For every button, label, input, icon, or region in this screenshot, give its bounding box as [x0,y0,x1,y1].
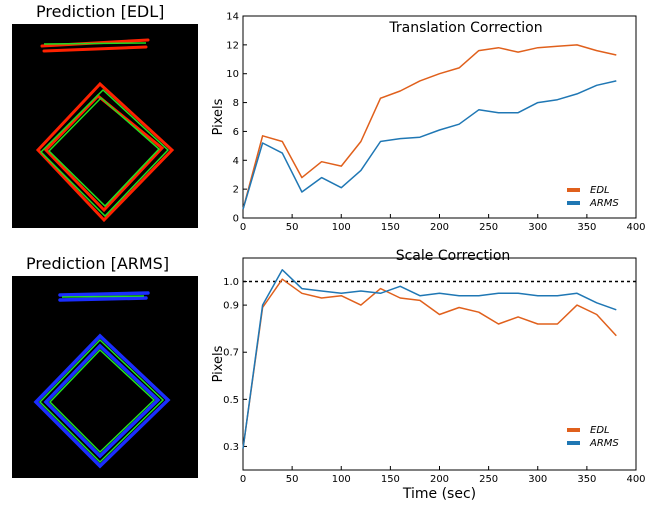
translation-y-tick-label: 12 [226,40,239,51]
scale-x-tick-label: 150 [381,474,400,485]
scale-y-tick-label: 0.5 [223,395,239,406]
arms-prediction-drawing [33,291,171,469]
translation-y-tick-label: 8 [233,98,239,109]
translation-legend-swatch-arms [567,201,580,205]
translation-series-arms-line [242,80,617,210]
edl-prediction-title: Prediction [EDL] [36,2,165,21]
translation-y-tick-label: 6 [233,127,239,138]
translation-x-tick-label: 50 [286,222,299,233]
translation-x-tick-label: 400 [626,222,645,233]
translation-y-tick-label: 0 [233,214,239,225]
scale-x-tick-label: 350 [577,474,596,485]
translation-chart-title: Translation Correction [388,20,542,36]
translation-y-axis-label: Pixels [211,98,226,135]
translation-x-tick-label: 0 [240,222,246,233]
scale-x-axis-label: Time (sec) [402,486,476,502]
scale-x-tick-label: 50 [286,474,299,485]
translation-y-tick-label: 14 [226,12,239,23]
arms-prediction-title: Prediction [ARMS] [26,254,170,273]
translation-x-tick-label: 200 [430,222,449,233]
translation-legend-label-arms: ARMS [589,198,619,209]
translation-legend-label-edl: EDL [590,185,610,196]
arms-prediction-image [12,276,198,478]
translation-series-edl-line [242,44,617,210]
edl-prediction-image [12,24,198,228]
translation-y-tick-label: 2 [233,185,239,196]
scale-x-tick-label: 300 [528,474,547,485]
scale-legend-swatch-arms [567,441,580,445]
scale-plot-frame [242,257,637,471]
scale-y-tick-label: 0.9 [223,301,239,312]
scale-y-tick-label: 1.0 [223,277,239,288]
scale-y-tick-label: 0.3 [223,442,239,453]
translation-y-tick-label: 4 [233,156,239,167]
translation-x-tick-label: 100 [332,222,351,233]
scale-x-tick-label: 400 [626,474,645,485]
scale-y-axis-label: Pixels [211,345,226,382]
scale-chart-title: Scale Correction [396,248,511,264]
scale-series-edl-line [242,278,617,449]
scale-x-tick-label: 0 [240,474,246,485]
scale-x-tick-label: 200 [430,474,449,485]
scale-x-tick-label: 250 [479,474,498,485]
translation-y-tick-label: 10 [226,69,239,80]
scale-legend-label-edl: EDL [590,425,610,436]
translation-plot-frame [242,15,637,219]
translation-x-tick-label: 300 [528,222,547,233]
scale-series-arms-line [242,269,617,449]
translation-x-tick-label: 250 [479,222,498,233]
scale-legend-swatch-edl [567,428,580,432]
translation-x-tick-label: 350 [577,222,596,233]
edl-prediction-drawing [35,38,175,223]
scale-x-tick-label: 100 [332,474,351,485]
translation-legend-swatch-edl [567,188,580,192]
translation-x-tick-label: 150 [381,222,400,233]
scale-y-tick-label: 0.7 [223,348,239,359]
scale-legend-label-arms: ARMS [589,438,619,449]
